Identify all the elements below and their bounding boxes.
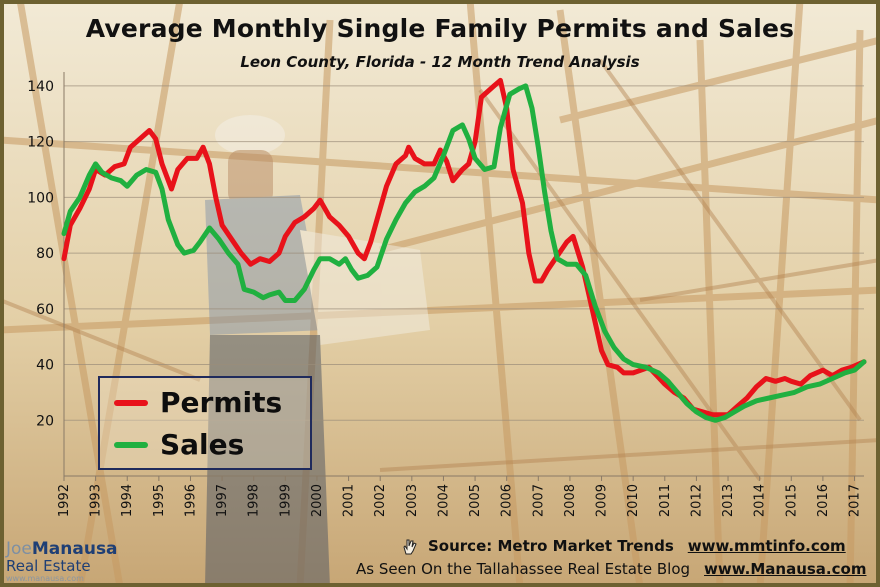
legend: Permits Sales	[98, 376, 312, 470]
y-tick-label: 120	[27, 135, 54, 151]
x-tick-label: 1992	[57, 484, 72, 517]
x-tick-label: 2009	[595, 484, 610, 517]
x-tick-label: 2017	[848, 484, 863, 517]
seen-on-url-link[interactable]: www.Manausa.com	[704, 560, 867, 578]
x-tick-label: 1995	[152, 484, 167, 517]
x-tick-label: 2004	[436, 484, 451, 517]
logo-real-estate: Real Estate	[6, 557, 91, 575]
logo-manausa: Manausa	[31, 539, 118, 559]
logo-joe: Joe	[6, 539, 32, 559]
x-tick-label: 2016	[816, 484, 831, 517]
x-tick-label: 1994	[120, 484, 135, 517]
source-url-link[interactable]: www.mmtinfo.com	[687, 537, 846, 555]
x-tick-label: 2012	[689, 484, 704, 517]
x-tick-label: 2008	[563, 484, 578, 517]
x-tick-label: 2007	[531, 484, 546, 517]
x-tick-label: 1999	[278, 484, 293, 517]
x-tick-label: 2014	[753, 484, 768, 517]
x-tick-label: 1993	[89, 484, 104, 517]
legend-label-sales: Sales	[160, 428, 245, 461]
x-tick-label: 2001	[342, 484, 357, 517]
seen-on-text: As Seen On the Tallahassee Real Estate B…	[356, 560, 691, 578]
source-text: Source: Metro Market Trends	[428, 537, 674, 555]
source-line: Source: Metro Market Trends www.mmtinfo.c…	[400, 537, 846, 556]
series-line-sales	[61, 83, 867, 423]
x-tick-label: 1998	[247, 484, 262, 517]
permits-swatch	[114, 399, 148, 406]
y-tick-label: 140	[27, 79, 54, 95]
x-tick-label: 2015	[784, 484, 799, 517]
legend-item-sales: Sales	[114, 428, 244, 461]
x-tick-label: 2013	[721, 484, 736, 517]
legend-label-permits: Permits	[160, 386, 283, 419]
sales-swatch	[114, 441, 148, 448]
y-tick-label: 100	[27, 190, 54, 206]
logo-url: www.manausa.com	[6, 574, 84, 583]
x-tick-label: 1996	[183, 484, 198, 517]
legend-item-permits: Permits	[114, 386, 282, 419]
chart-subtitle: Leon County, Florida - 12 Month Trend An…	[240, 53, 640, 71]
x-tick-label: 2005	[468, 484, 483, 517]
y-tick-label: 60	[36, 302, 54, 318]
x-tick-label: 2003	[405, 484, 420, 517]
y-tick-label: 20	[36, 413, 54, 429]
y-tick-label: 80	[36, 246, 54, 262]
company-logo: JoeManausa Real Estate www.manausa.com	[6, 540, 156, 584]
x-tick-label: 1997	[215, 484, 230, 517]
chart-title: Average Monthly Single Family Permits an…	[85, 14, 795, 43]
x-tick-label: 2002	[373, 484, 388, 517]
pointing-hand-icon	[403, 539, 417, 554]
y-tick-label: 40	[36, 358, 54, 374]
series-line-permits	[61, 77, 867, 418]
x-tick-label: 2006	[500, 484, 515, 517]
x-tick-label: 2000	[310, 484, 325, 517]
seen-on-line: As Seen On the Tallahassee Real Estate B…	[356, 560, 866, 578]
x-tick-label: 2010	[626, 484, 641, 517]
x-tick-label: 2011	[658, 484, 673, 517]
